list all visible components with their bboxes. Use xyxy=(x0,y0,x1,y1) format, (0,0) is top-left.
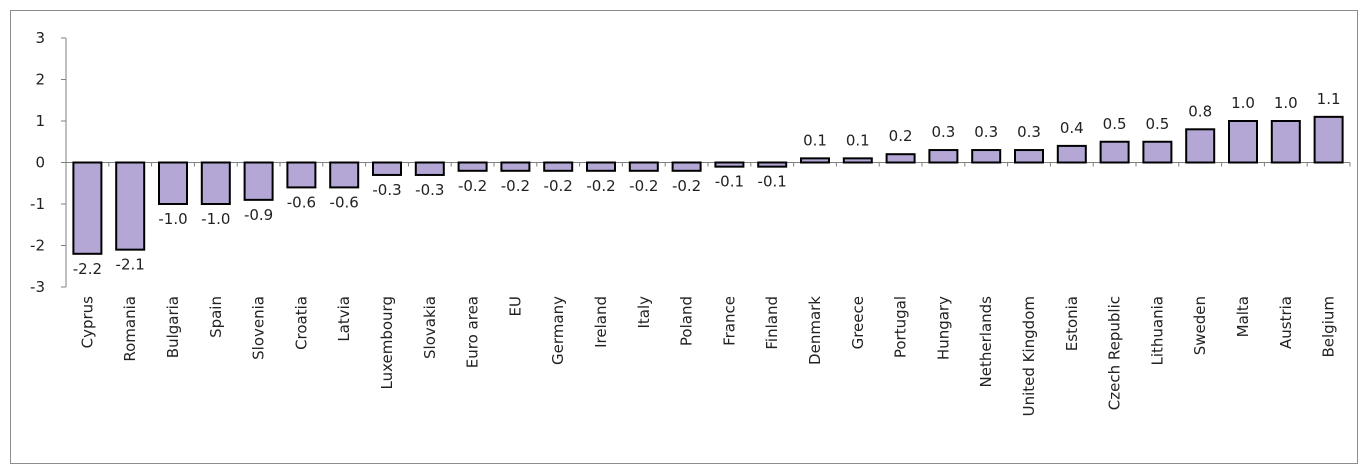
category-label: Slovakia xyxy=(421,296,439,359)
category-label: Cyprus xyxy=(78,296,96,349)
bar xyxy=(1014,149,1044,164)
category-label: Ireland xyxy=(592,296,610,348)
data-label: 0.1 xyxy=(803,131,827,149)
category-label: Italy xyxy=(635,296,653,329)
bar xyxy=(842,157,873,164)
category-label: Bulgaria xyxy=(164,296,182,358)
data-label: 1.1 xyxy=(1317,90,1341,108)
data-label: -0.3 xyxy=(372,181,401,199)
y-tick-label: 2 xyxy=(35,71,45,89)
bar xyxy=(72,161,103,255)
data-label: 0.8 xyxy=(1188,102,1212,120)
data-label: -0.9 xyxy=(244,206,273,224)
category-label: Greece xyxy=(849,296,867,349)
category-label: Netherlands xyxy=(977,296,995,388)
data-label: 0.1 xyxy=(846,131,870,149)
y-tick-label: -1 xyxy=(30,195,45,213)
category-label: Poland xyxy=(678,296,696,346)
bar xyxy=(115,161,146,251)
data-label: -0.2 xyxy=(586,177,615,195)
data-label: -0.3 xyxy=(415,181,444,199)
data-label: -0.2 xyxy=(458,177,487,195)
data-label: -0.2 xyxy=(672,177,701,195)
data-label: 1.0 xyxy=(1231,94,1255,112)
bar xyxy=(800,157,830,164)
category-label: Romania xyxy=(121,296,139,362)
bar xyxy=(1270,120,1301,164)
category-label: Sweden xyxy=(1191,296,1209,355)
data-label: 0.3 xyxy=(974,123,998,141)
data-label: 0.3 xyxy=(1017,123,1041,141)
data-label: -0.1 xyxy=(715,173,744,191)
bar xyxy=(286,161,317,189)
data-label: -1.0 xyxy=(158,210,187,228)
category-label: United Kingdom xyxy=(1020,296,1038,416)
data-label: -0.2 xyxy=(544,177,573,195)
bar xyxy=(1056,144,1087,164)
data-label: -1.0 xyxy=(201,210,230,228)
bar xyxy=(457,161,488,172)
data-label: -2.1 xyxy=(116,256,145,274)
bar xyxy=(500,161,531,172)
category-label: Portugal xyxy=(892,296,910,358)
category-label: Denmark xyxy=(806,296,824,365)
data-label: 1.0 xyxy=(1274,94,1298,112)
data-label: 0.5 xyxy=(1103,115,1127,133)
category-label: Lithuania xyxy=(1148,296,1166,365)
category-label: Slovenia xyxy=(250,296,268,360)
bar xyxy=(543,161,574,172)
y-tick-label: 3 xyxy=(35,29,45,47)
bar xyxy=(329,161,360,189)
bar xyxy=(1228,120,1258,164)
bar xyxy=(158,161,188,205)
data-label: 0.4 xyxy=(1060,119,1084,137)
category-label: Estonia xyxy=(1063,296,1081,351)
data-label: -0.6 xyxy=(287,193,316,211)
bar xyxy=(971,149,1002,164)
y-tick-label: -3 xyxy=(30,278,45,296)
data-label: -0.1 xyxy=(758,173,787,191)
data-label: -0.6 xyxy=(330,193,359,211)
category-label: Luxembourg xyxy=(378,296,396,390)
y-tick-label: 1 xyxy=(35,112,45,130)
bar xyxy=(628,161,659,172)
category-label: Finland xyxy=(763,296,781,350)
category-label: Malta xyxy=(1234,296,1252,337)
y-tick-label: 0 xyxy=(35,154,45,172)
y-tick-label: -2 xyxy=(30,237,45,255)
bar xyxy=(928,149,959,164)
bar xyxy=(1185,128,1216,164)
data-label: -2.2 xyxy=(73,260,102,278)
bar xyxy=(885,153,916,164)
bar xyxy=(243,161,274,201)
category-label: France xyxy=(720,296,738,346)
bar xyxy=(414,161,445,176)
category-label: Hungary xyxy=(934,296,952,360)
data-label: 0.2 xyxy=(889,127,913,145)
bar xyxy=(372,161,402,176)
category-label: Spain xyxy=(207,296,225,338)
bar xyxy=(1099,140,1130,164)
bar xyxy=(1313,115,1344,164)
data-label: 0.3 xyxy=(931,123,955,141)
chart-frame xyxy=(10,10,1358,464)
data-label: -0.2 xyxy=(629,177,658,195)
category-label: Euro area xyxy=(464,296,482,368)
category-label: Germany xyxy=(549,296,567,365)
category-label: Belgium xyxy=(1320,296,1338,358)
data-label: -0.2 xyxy=(501,177,530,195)
bar xyxy=(1142,140,1173,164)
category-label: Latvia xyxy=(335,296,353,342)
bar xyxy=(586,161,616,172)
category-label: Austria xyxy=(1277,296,1295,349)
bar xyxy=(200,161,231,205)
category-label: EU xyxy=(506,296,524,316)
data-label: 0.5 xyxy=(1145,115,1169,133)
category-label: Croatia xyxy=(292,296,310,350)
category-label: Czech Republic xyxy=(1106,296,1124,410)
bar xyxy=(757,161,788,168)
bar xyxy=(714,161,745,168)
bar xyxy=(671,161,702,172)
